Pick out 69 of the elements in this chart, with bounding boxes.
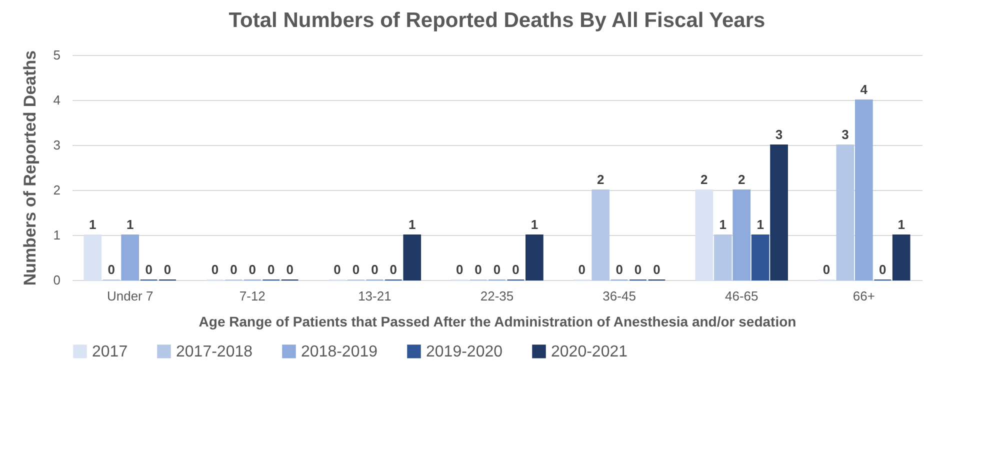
chart-title: Total Numbers of Reported Deaths By All Fiscal Years <box>228 9 766 32</box>
x-tick-label: 46-65 <box>724 288 758 304</box>
bar <box>892 234 910 280</box>
bar <box>695 190 714 280</box>
bar <box>770 144 788 280</box>
data-label: 2 <box>596 172 604 187</box>
data-label: 3 <box>775 127 783 142</box>
data-label: 0 <box>653 262 660 277</box>
legend-label: 2017-2018 <box>176 343 253 360</box>
bar <box>751 234 770 280</box>
data-label: 1 <box>530 217 538 232</box>
data-label: 0 <box>456 262 464 277</box>
y-tick-label: 5 <box>53 48 60 62</box>
bar <box>714 234 732 280</box>
data-label: 0 <box>578 262 586 277</box>
y-tick-label: 0 <box>53 272 60 288</box>
data-label: 0 <box>634 262 642 277</box>
data-label: 1 <box>756 217 764 232</box>
legend-label: 2019-2020 <box>426 343 503 360</box>
data-label: 0 <box>230 262 238 277</box>
data-label: 1 <box>898 217 905 232</box>
data-label: 2 <box>738 172 746 187</box>
y-tick-label: 2 <box>53 182 60 198</box>
data-label: 0 <box>145 262 152 277</box>
bar <box>403 234 422 280</box>
data-label: 0 <box>822 262 830 277</box>
data-label: 1 <box>719 217 726 232</box>
data-label: 1 <box>126 217 134 232</box>
data-label: 0 <box>268 262 275 277</box>
x-tick-label: 7-12 <box>239 288 266 304</box>
x-tick-label: 13-21 <box>358 288 392 304</box>
x-axis-title: Age Range of Patients that Passed After the Administration of Anesthesia and/or sedation <box>198 314 796 330</box>
legend-label: 2020-2021 <box>551 343 628 360</box>
data-label: 0 <box>211 262 219 277</box>
data-label: 0 <box>879 262 886 277</box>
data-label: 1 <box>89 217 96 232</box>
data-label: 0 <box>371 262 378 277</box>
legend-label: 2018-2019 <box>301 343 378 360</box>
y-axis-title: Numbers of Reported Deaths <box>20 50 40 286</box>
data-label: 0 <box>616 262 623 277</box>
data-label: 0 <box>352 262 360 277</box>
data-label: 0 <box>493 262 501 277</box>
bar <box>84 234 102 280</box>
bar <box>592 190 610 280</box>
x-tick-label: Under 7 <box>106 288 154 304</box>
bar <box>836 144 854 280</box>
legend-label: 2017 <box>92 343 128 360</box>
bar <box>854 100 873 280</box>
data-label: 1 <box>408 217 416 232</box>
x-tick-label: 36-45 <box>602 288 636 304</box>
data-label: 0 <box>512 262 520 277</box>
y-tick-label: 1 <box>53 228 60 242</box>
bar <box>121 234 140 280</box>
x-tick-label: 66+ <box>852 288 875 304</box>
data-label: 0 <box>474 262 482 277</box>
data-label: 0 <box>164 262 172 277</box>
data-label: 0 <box>108 262 115 277</box>
x-tick-label: 22-35 <box>480 288 514 304</box>
data-label: 0 <box>334 262 341 277</box>
data-label: 3 <box>842 127 849 142</box>
data-label: 2 <box>700 172 708 187</box>
y-tick-label: 4 <box>53 92 60 108</box>
y-tick-label: 3 <box>53 138 60 152</box>
bar <box>526 234 544 280</box>
bar <box>732 190 751 280</box>
data-label: 0 <box>286 262 294 277</box>
data-label: 0 <box>248 262 256 277</box>
data-label: 4 <box>860 82 868 97</box>
data-label: 0 <box>390 262 398 277</box>
